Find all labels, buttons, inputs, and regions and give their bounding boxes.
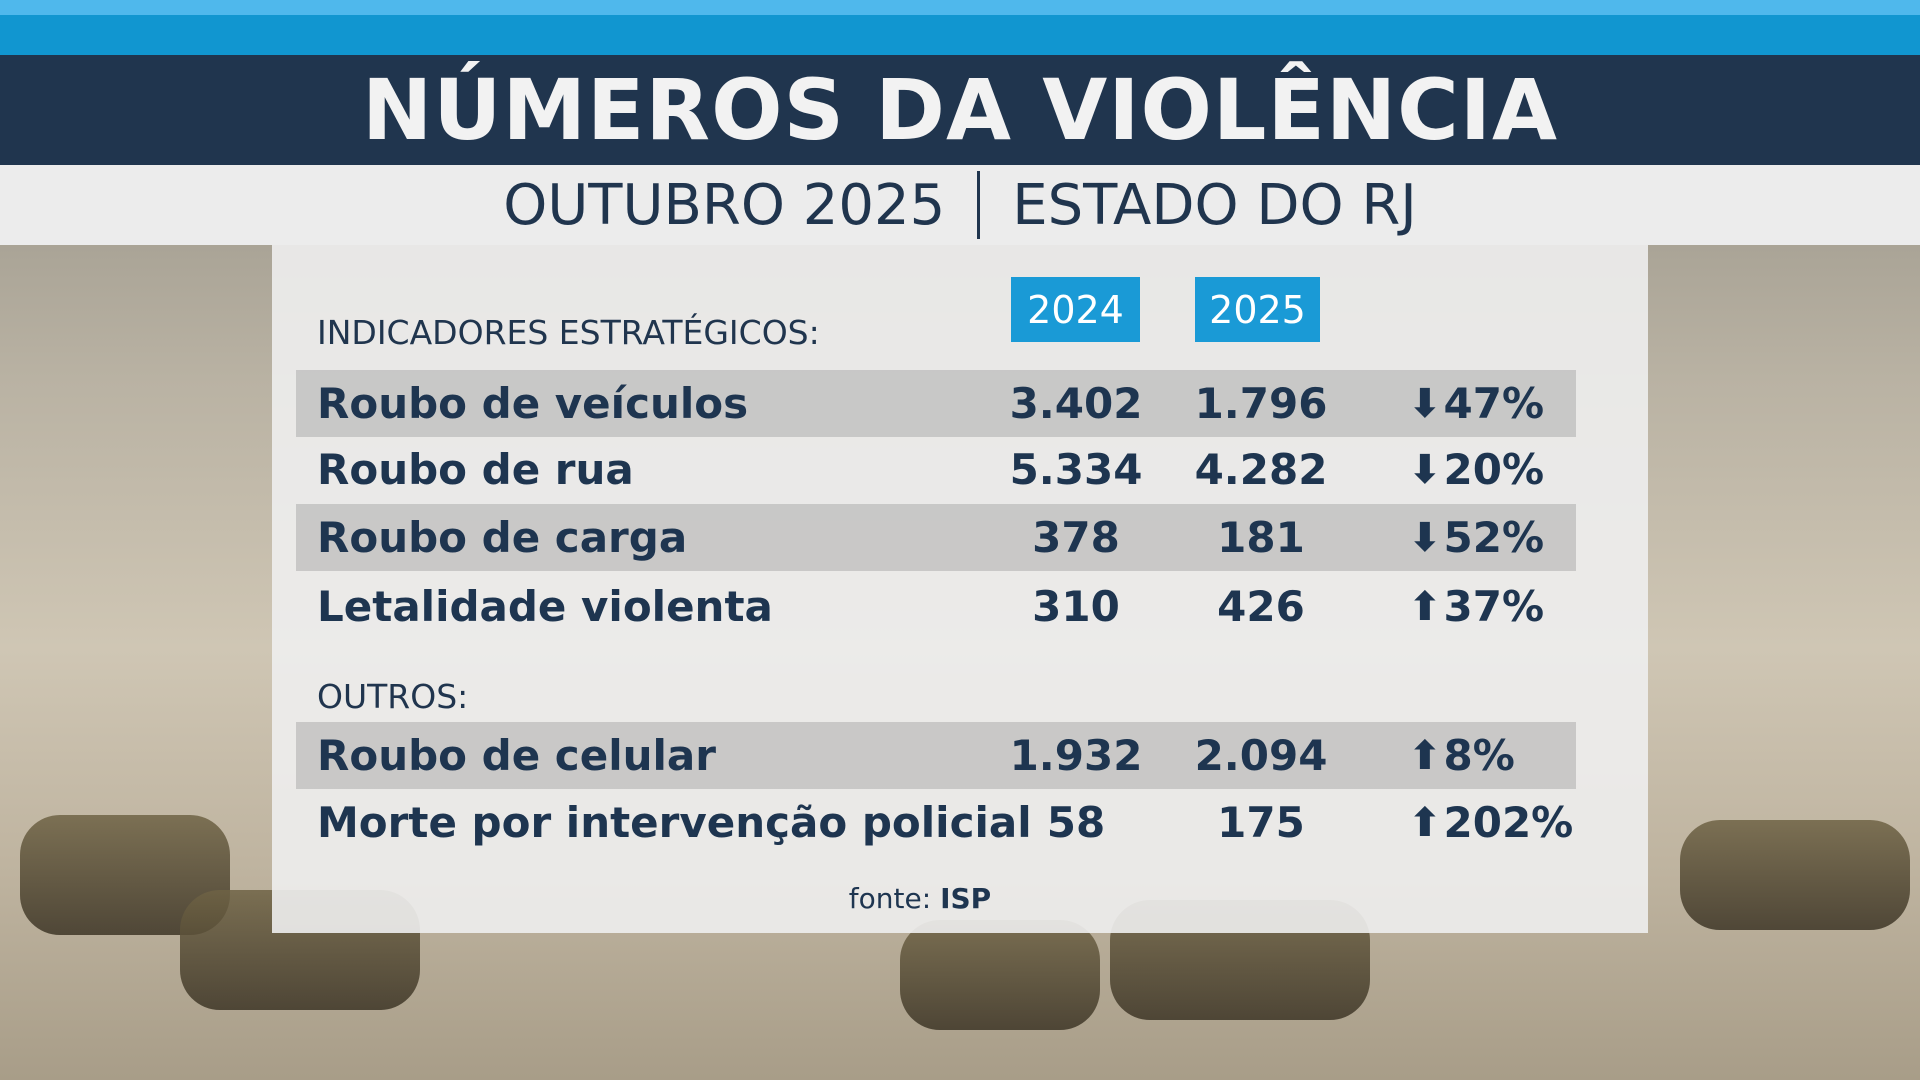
- change-percent: 202%: [1443, 798, 1574, 847]
- change: ⬇ 20%: [1408, 445, 1544, 494]
- arrow-up-icon: ⬆: [1408, 732, 1442, 779]
- change: ⬇ 47%: [1408, 379, 1544, 428]
- value-2024: 378: [1032, 513, 1120, 562]
- table-row: Roubo de rua 5.334 4.282 ⬇ 20%: [296, 436, 1576, 503]
- value-2024: 1.932: [1009, 731, 1143, 780]
- arrow-down-icon: ⬇: [1408, 514, 1442, 561]
- source: fonte: ISP: [272, 882, 1648, 915]
- row-label: Roubo de celular: [317, 731, 716, 780]
- change-percent: 37%: [1443, 582, 1545, 631]
- source-name: ISP: [940, 882, 992, 915]
- value-2025: 175: [1217, 798, 1305, 847]
- section-others: OUTROS:: [317, 677, 469, 716]
- table-row: Roubo de celular 1.932 2.094 ⬆ 8%: [296, 722, 1576, 789]
- stats-panel: 2024 2025 INDICADORES ESTRATÉGICOS: Roub…: [272, 245, 1648, 933]
- table-row: Roubo de veículos 3.402 1.796 ⬇ 47%: [296, 370, 1576, 437]
- background-casing: [900, 920, 1100, 1030]
- subtitle-band: OUTUBRO 2025 ESTADO DO RJ: [0, 165, 1920, 245]
- period: OUTUBRO 2025: [503, 172, 946, 238]
- table-row: Letalidade violenta 310 426 ⬆ 37%: [296, 573, 1576, 640]
- change-percent: 52%: [1443, 513, 1545, 562]
- row-label: Letalidade violenta: [317, 582, 773, 631]
- row-label: Roubo de carga: [317, 513, 688, 562]
- background-casing: [1680, 820, 1910, 930]
- change: ⬆ 37%: [1408, 582, 1544, 631]
- row-label: Roubo de veículos: [317, 379, 749, 428]
- change: ⬇ 52%: [1408, 513, 1544, 562]
- value-2025: 426: [1217, 582, 1305, 631]
- source-label: fonte:: [848, 882, 932, 915]
- row-label: Morte por intervenção policial: [317, 798, 1032, 847]
- value-2025: 1.796: [1194, 379, 1328, 428]
- row-label: Roubo de rua: [317, 445, 634, 494]
- section-strategic: INDICADORES ESTRATÉGICOS:: [317, 313, 820, 352]
- table-row: Morte por intervenção policial 58 175 ⬆ 2…: [296, 789, 1576, 856]
- value-2024: 5.334: [1009, 445, 1143, 494]
- arrow-down-icon: ⬇: [1408, 446, 1442, 493]
- year-badge-2024: 2024: [1011, 277, 1140, 342]
- table-row: Roubo de carga 378 181 ⬇ 52%: [296, 504, 1576, 571]
- value-2024: 58: [1046, 798, 1106, 847]
- value-2025: 2.094: [1194, 731, 1328, 780]
- arrow-down-icon: ⬇: [1408, 380, 1442, 427]
- blue-band: [0, 15, 1920, 55]
- value-2024: 310: [1032, 582, 1120, 631]
- value-2024: 3.402: [1009, 379, 1143, 428]
- change: ⬆ 202%: [1408, 798, 1573, 847]
- divider: [977, 171, 981, 239]
- arrow-up-icon: ⬆: [1408, 799, 1442, 846]
- change-percent: 47%: [1443, 379, 1545, 428]
- value-2025: 181: [1217, 513, 1305, 562]
- top-accent-bar: [0, 0, 1920, 15]
- arrow-up-icon: ⬆: [1408, 583, 1442, 630]
- year-badge-2025: 2025: [1195, 277, 1320, 342]
- change-percent: 20%: [1443, 445, 1545, 494]
- page-title: NÚMEROS DA VIOLÊNCIA: [361, 61, 1559, 159]
- change: ⬆ 8%: [1408, 731, 1515, 780]
- change-percent: 8%: [1443, 731, 1515, 780]
- title-band: NÚMEROS DA VIOLÊNCIA: [0, 55, 1920, 165]
- region: ESTADO DO RJ: [1012, 172, 1417, 238]
- value-2025: 4.282: [1194, 445, 1328, 494]
